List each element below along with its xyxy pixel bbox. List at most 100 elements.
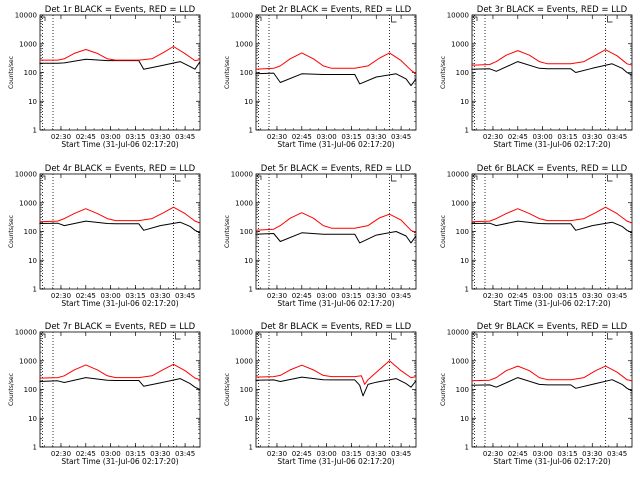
x-tick-label: 03:30 [366, 450, 386, 458]
y-tick-label: 1000 [451, 40, 469, 48]
y-tick-label: 10000 [447, 171, 469, 179]
events-series-line [39, 220, 201, 234]
events-series-line [255, 72, 417, 87]
lld-series-line [39, 363, 201, 381]
x-tick-label: 03:00 [533, 450, 553, 458]
lld-series-line [471, 206, 633, 224]
x-tick-label: 03:15 [557, 292, 577, 300]
x-axis-label: Start Time (31-Jul-06 02:17:20) [61, 140, 178, 149]
saa-marker [391, 16, 397, 23]
y-tick-label: 10 [244, 98, 253, 106]
x-tick-label: 03:45 [175, 133, 195, 141]
y-tick-label: 10 [28, 415, 37, 423]
x-tick-label: 03:30 [366, 292, 386, 300]
x-tick-label: 03:15 [341, 292, 361, 300]
y-tick-label: 10 [244, 257, 253, 265]
y-tick-label: 1 [33, 127, 37, 135]
events-series-line [471, 377, 633, 392]
x-tick-label: 02:45 [292, 292, 312, 300]
x-axis-label: Start Time (31-Jul-06 02:17:20) [493, 140, 610, 149]
detector-panel: Det 9r BLACK = Events, RED = LLD 1 10 100 10… [440, 322, 633, 466]
y-tick-label: 1000 [19, 357, 37, 365]
x-tick-label: 03:00 [317, 450, 337, 458]
plot-frame [471, 14, 633, 131]
y-tick-label: 1000 [235, 199, 253, 207]
x-axis-label: Start Time (31-Jul-06 02:17:20) [61, 457, 178, 466]
x-tick-label: 02:45 [292, 450, 312, 458]
detector-panel: Det 3r BLACK = Events, RED = LLD 1 10 100 10… [440, 5, 633, 149]
x-tick-label: 03:45 [391, 292, 411, 300]
x-axis-label: Start Time (31-Jul-06 02:17:20) [493, 299, 610, 308]
y-axis-label: Counts/sec [224, 215, 231, 248]
lld-series-line [471, 365, 633, 382]
x-axis-label: Start Time (31-Jul-06 02:17:20) [493, 457, 610, 466]
x-tick-label: 02:45 [76, 133, 96, 141]
detector-panel: Det 6r BLACK = Events, RED = LLD 1 10 100 10… [440, 164, 633, 308]
y-tick-label: 10000 [15, 171, 37, 179]
y-tick-label: 10 [460, 257, 469, 265]
y-tick-label: 10000 [447, 329, 469, 337]
x-tick-label: 03:15 [125, 450, 145, 458]
x-tick-label: 03:00 [533, 133, 553, 141]
x-tick-label: 02:30 [51, 133, 71, 141]
y-tick-label: 100 [240, 386, 253, 394]
lld-series-line [39, 46, 201, 62]
y-tick-label: 1 [249, 444, 253, 452]
detector-panel: Det 4r BLACK = Events, RED = LLD 1 10 100 10… [8, 164, 201, 308]
detector-panel: Det 2r BLACK = Events, RED = LLD 1 10 100 10… [224, 5, 417, 149]
x-tick-label: 03:15 [557, 133, 577, 141]
y-tick-label: 1 [465, 444, 469, 452]
x-tick-label: 02:30 [483, 292, 503, 300]
lld-series-line [471, 49, 633, 66]
events-series-line [471, 220, 633, 234]
x-tick-label: 03:00 [101, 133, 121, 141]
y-tick-label: 1000 [19, 199, 37, 207]
x-tick-label: 03:30 [582, 133, 602, 141]
plot-frame [471, 331, 633, 448]
y-tick-label: 1 [249, 127, 253, 135]
start-marker [41, 16, 46, 21]
x-tick-label: 03:30 [582, 292, 602, 300]
x-tick-label: 03:00 [533, 292, 553, 300]
x-tick-label: 02:45 [76, 450, 96, 458]
x-tick-label: 03:00 [317, 292, 337, 300]
y-axis-label: Counts/sec [8, 373, 15, 406]
start-marker [257, 16, 262, 21]
x-tick-label: 03:15 [341, 450, 361, 458]
panel-title: Det 3r BLACK = Events, RED = LLD [477, 5, 628, 15]
saa-marker [607, 16, 613, 23]
y-tick-label: 10000 [15, 12, 37, 20]
events-series-line [39, 58, 201, 70]
panel-title: Det 4r BLACK = Events, RED = LLD [45, 164, 196, 174]
panel-title: Det 5r BLACK = Events, RED = LLD [261, 164, 412, 174]
lld-series-line [255, 52, 417, 75]
x-tick-label: 03:00 [101, 292, 121, 300]
plot-frame [255, 14, 417, 131]
x-tick-label: 03:45 [391, 450, 411, 458]
y-tick-label: 1 [33, 444, 37, 452]
x-axis-label: Start Time (31-Jul-06 02:17:20) [277, 457, 394, 466]
saa-marker [607, 333, 613, 340]
y-tick-label: 1000 [19, 40, 37, 48]
x-tick-label: 03:45 [175, 292, 195, 300]
x-tick-label: 02:45 [508, 450, 528, 458]
y-tick-label: 100 [24, 228, 37, 236]
y-tick-label: 1 [33, 286, 37, 294]
plot-frame [255, 331, 417, 448]
detector-panel: Det 8r BLACK = Events, RED = LLD 1 10 100 10… [224, 322, 417, 466]
y-tick-label: 1000 [451, 357, 469, 365]
panel-title: Det 8r BLACK = Events, RED = LLD [261, 322, 412, 332]
x-tick-label: 02:30 [267, 450, 287, 458]
events-series-line [255, 231, 417, 244]
x-tick-label: 03:30 [150, 292, 170, 300]
saa-marker [175, 175, 181, 182]
x-tick-label: 03:30 [150, 133, 170, 141]
x-tick-label: 02:30 [51, 450, 71, 458]
y-axis-label: Counts/sec [440, 56, 447, 89]
panel-title: Det 1r BLACK = Events, RED = LLD [45, 5, 196, 15]
x-tick-label: 03:45 [175, 450, 195, 458]
saa-marker [175, 333, 181, 340]
events-series-line [471, 61, 633, 76]
